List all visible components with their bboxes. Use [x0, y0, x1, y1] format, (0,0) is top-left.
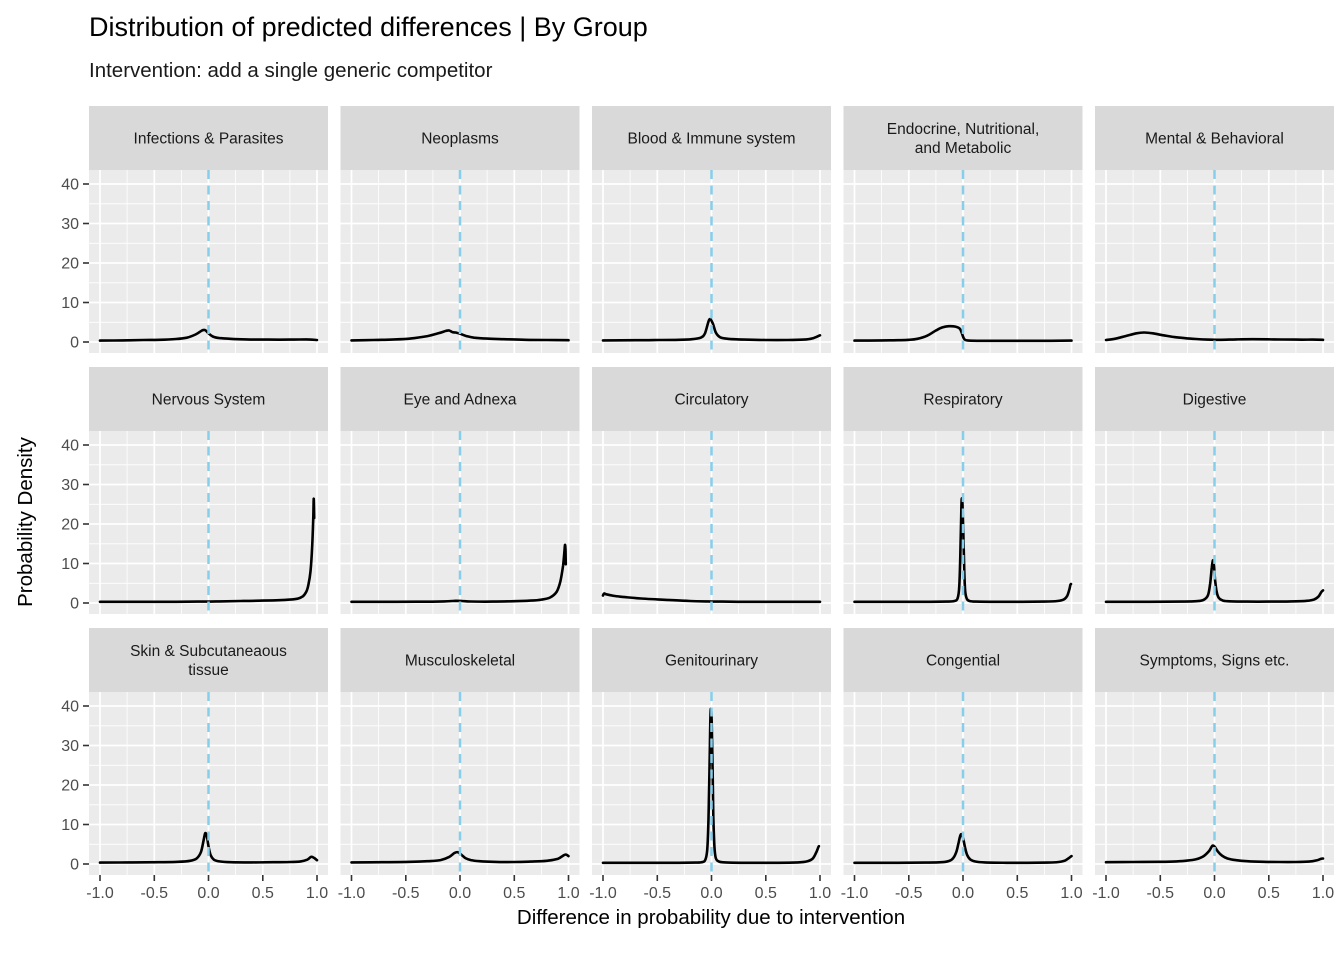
y-tick-label: 10: [61, 556, 79, 573]
facet-strip-label: Circulatory: [674, 392, 748, 409]
facet-strip: [843, 106, 1083, 170]
chart-subtitle: Intervention: add a single generic compe…: [89, 59, 493, 82]
chart-title: Distribution of predicted differences | …: [89, 12, 648, 42]
facet-strip-label: Symptoms, Signs etc.: [1140, 653, 1290, 670]
facet-strip: [89, 106, 328, 170]
x-tick-label: 0.0: [1203, 885, 1225, 902]
y-tick-label: 40: [61, 699, 79, 716]
facet-strip-label: Nervous System: [152, 392, 266, 409]
x-tick-label: 1.0: [1312, 885, 1334, 902]
x-tick-label: -0.5: [392, 885, 420, 902]
facet-strip-label: tissue: [188, 662, 229, 679]
facet-strip: [1095, 628, 1334, 692]
density-curve: [1104, 331, 1325, 342]
y-tick-label: 40: [61, 438, 79, 455]
x-tick-label: 1.0: [809, 885, 831, 902]
y-tick-label: 0: [70, 335, 79, 352]
y-tick-label: 0: [70, 857, 79, 874]
x-tick-label: -0.5: [895, 885, 923, 902]
facet-strip-label: Skin & Subcutaneaous: [130, 643, 287, 660]
x-tick-label: -1.0: [86, 885, 114, 902]
x-tick-label: 1.0: [557, 885, 579, 902]
facet-strip: [843, 367, 1083, 431]
facet-strip-label: Musculoskeletal: [405, 653, 515, 670]
x-tick-label: 0.0: [449, 885, 471, 902]
density-curve: [98, 831, 319, 864]
facet-strip: [843, 628, 1083, 692]
x-tick-label: 0.0: [700, 885, 722, 902]
x-tick-label: 0.0: [952, 885, 974, 902]
density-curve: [853, 496, 1073, 604]
y-tick-label: 30: [61, 477, 79, 494]
x-tick-label: 0.0: [197, 885, 219, 902]
y-tick-label: 0: [70, 596, 79, 613]
facet-strip-label: Respiratory: [923, 392, 1002, 409]
facet-strip-label: Eye and Adnexa: [404, 392, 517, 409]
facet-strip: [592, 106, 831, 170]
facet-strip: [89, 628, 328, 692]
x-tick-label: 0.5: [755, 885, 777, 902]
density-curve: [98, 497, 316, 604]
facet-strip-label: Mental & Behavioral: [1145, 131, 1284, 148]
y-tick-label: 20: [61, 256, 79, 273]
density-curve: [350, 850, 570, 864]
x-tick-label: -1.0: [1092, 885, 1120, 902]
facet-strip: [1095, 106, 1334, 170]
x-tick-label: 1.0: [1060, 885, 1082, 902]
facet-strip-label: Neoplasms: [421, 131, 499, 148]
x-tick-label: 0.5: [1006, 885, 1028, 902]
facet-strip: [592, 628, 831, 692]
facet-strip: [89, 367, 328, 431]
y-tick-label: 30: [61, 738, 79, 755]
x-tick-label: -1.0: [841, 885, 869, 902]
density-curve: [350, 329, 570, 342]
density-curve: [1104, 844, 1325, 864]
x-tick-label: 0.5: [503, 885, 525, 902]
facet-strip-label: Digestive: [1183, 392, 1247, 409]
x-tick-label: -0.5: [1147, 885, 1175, 902]
y-tick-label: 30: [61, 216, 79, 233]
facet-strip: [340, 367, 580, 431]
facet-strip-label: Genitourinary: [665, 653, 758, 670]
x-tick-label: -1.0: [338, 885, 366, 902]
y-axis-title: Probability Density: [14, 437, 37, 607]
facet-strip: [340, 106, 580, 170]
facet-strip-label: and Metabolic: [915, 140, 1012, 157]
x-tick-label: 1.0: [306, 885, 328, 902]
facet-strip-label: Endocrine, Nutritional,: [887, 121, 1040, 138]
x-tick-label: 0.5: [252, 885, 274, 902]
y-tick-label: 10: [61, 817, 79, 834]
density-curve: [1104, 558, 1325, 604]
x-axis-title: Difference in probability due to interve…: [516, 906, 906, 929]
facet-strip: [340, 628, 580, 692]
x-tick-label: 0.5: [1258, 885, 1280, 902]
density-curve: [601, 317, 822, 342]
facet-strip-label: Blood & Immune system: [628, 131, 796, 148]
facet-strip: [1095, 367, 1334, 431]
y-tick-label: 40: [61, 177, 79, 194]
facet-strip-label: Infections & Parasites: [134, 131, 284, 148]
x-tick-label: -0.5: [644, 885, 672, 902]
y-tick-label: 20: [61, 778, 79, 795]
density-curve: [853, 832, 1073, 865]
density-curve: [350, 543, 568, 604]
facet-strip-label: Congential: [926, 653, 1000, 670]
x-tick-label: -1.0: [589, 885, 617, 902]
y-tick-label: 20: [61, 517, 79, 534]
x-tick-label: -0.5: [141, 885, 169, 902]
y-tick-label: 10: [61, 295, 79, 312]
density-curve: [98, 328, 319, 342]
density-curve: [601, 707, 821, 865]
density-curve: [853, 324, 1073, 343]
facet-strip: [592, 367, 831, 431]
density-curve: [601, 592, 822, 604]
